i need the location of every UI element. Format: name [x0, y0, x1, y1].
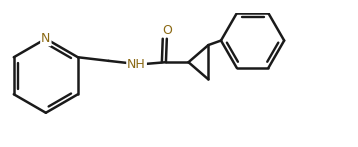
Text: O: O [162, 24, 172, 37]
Text: N: N [41, 32, 50, 45]
Text: NH: NH [127, 57, 146, 71]
